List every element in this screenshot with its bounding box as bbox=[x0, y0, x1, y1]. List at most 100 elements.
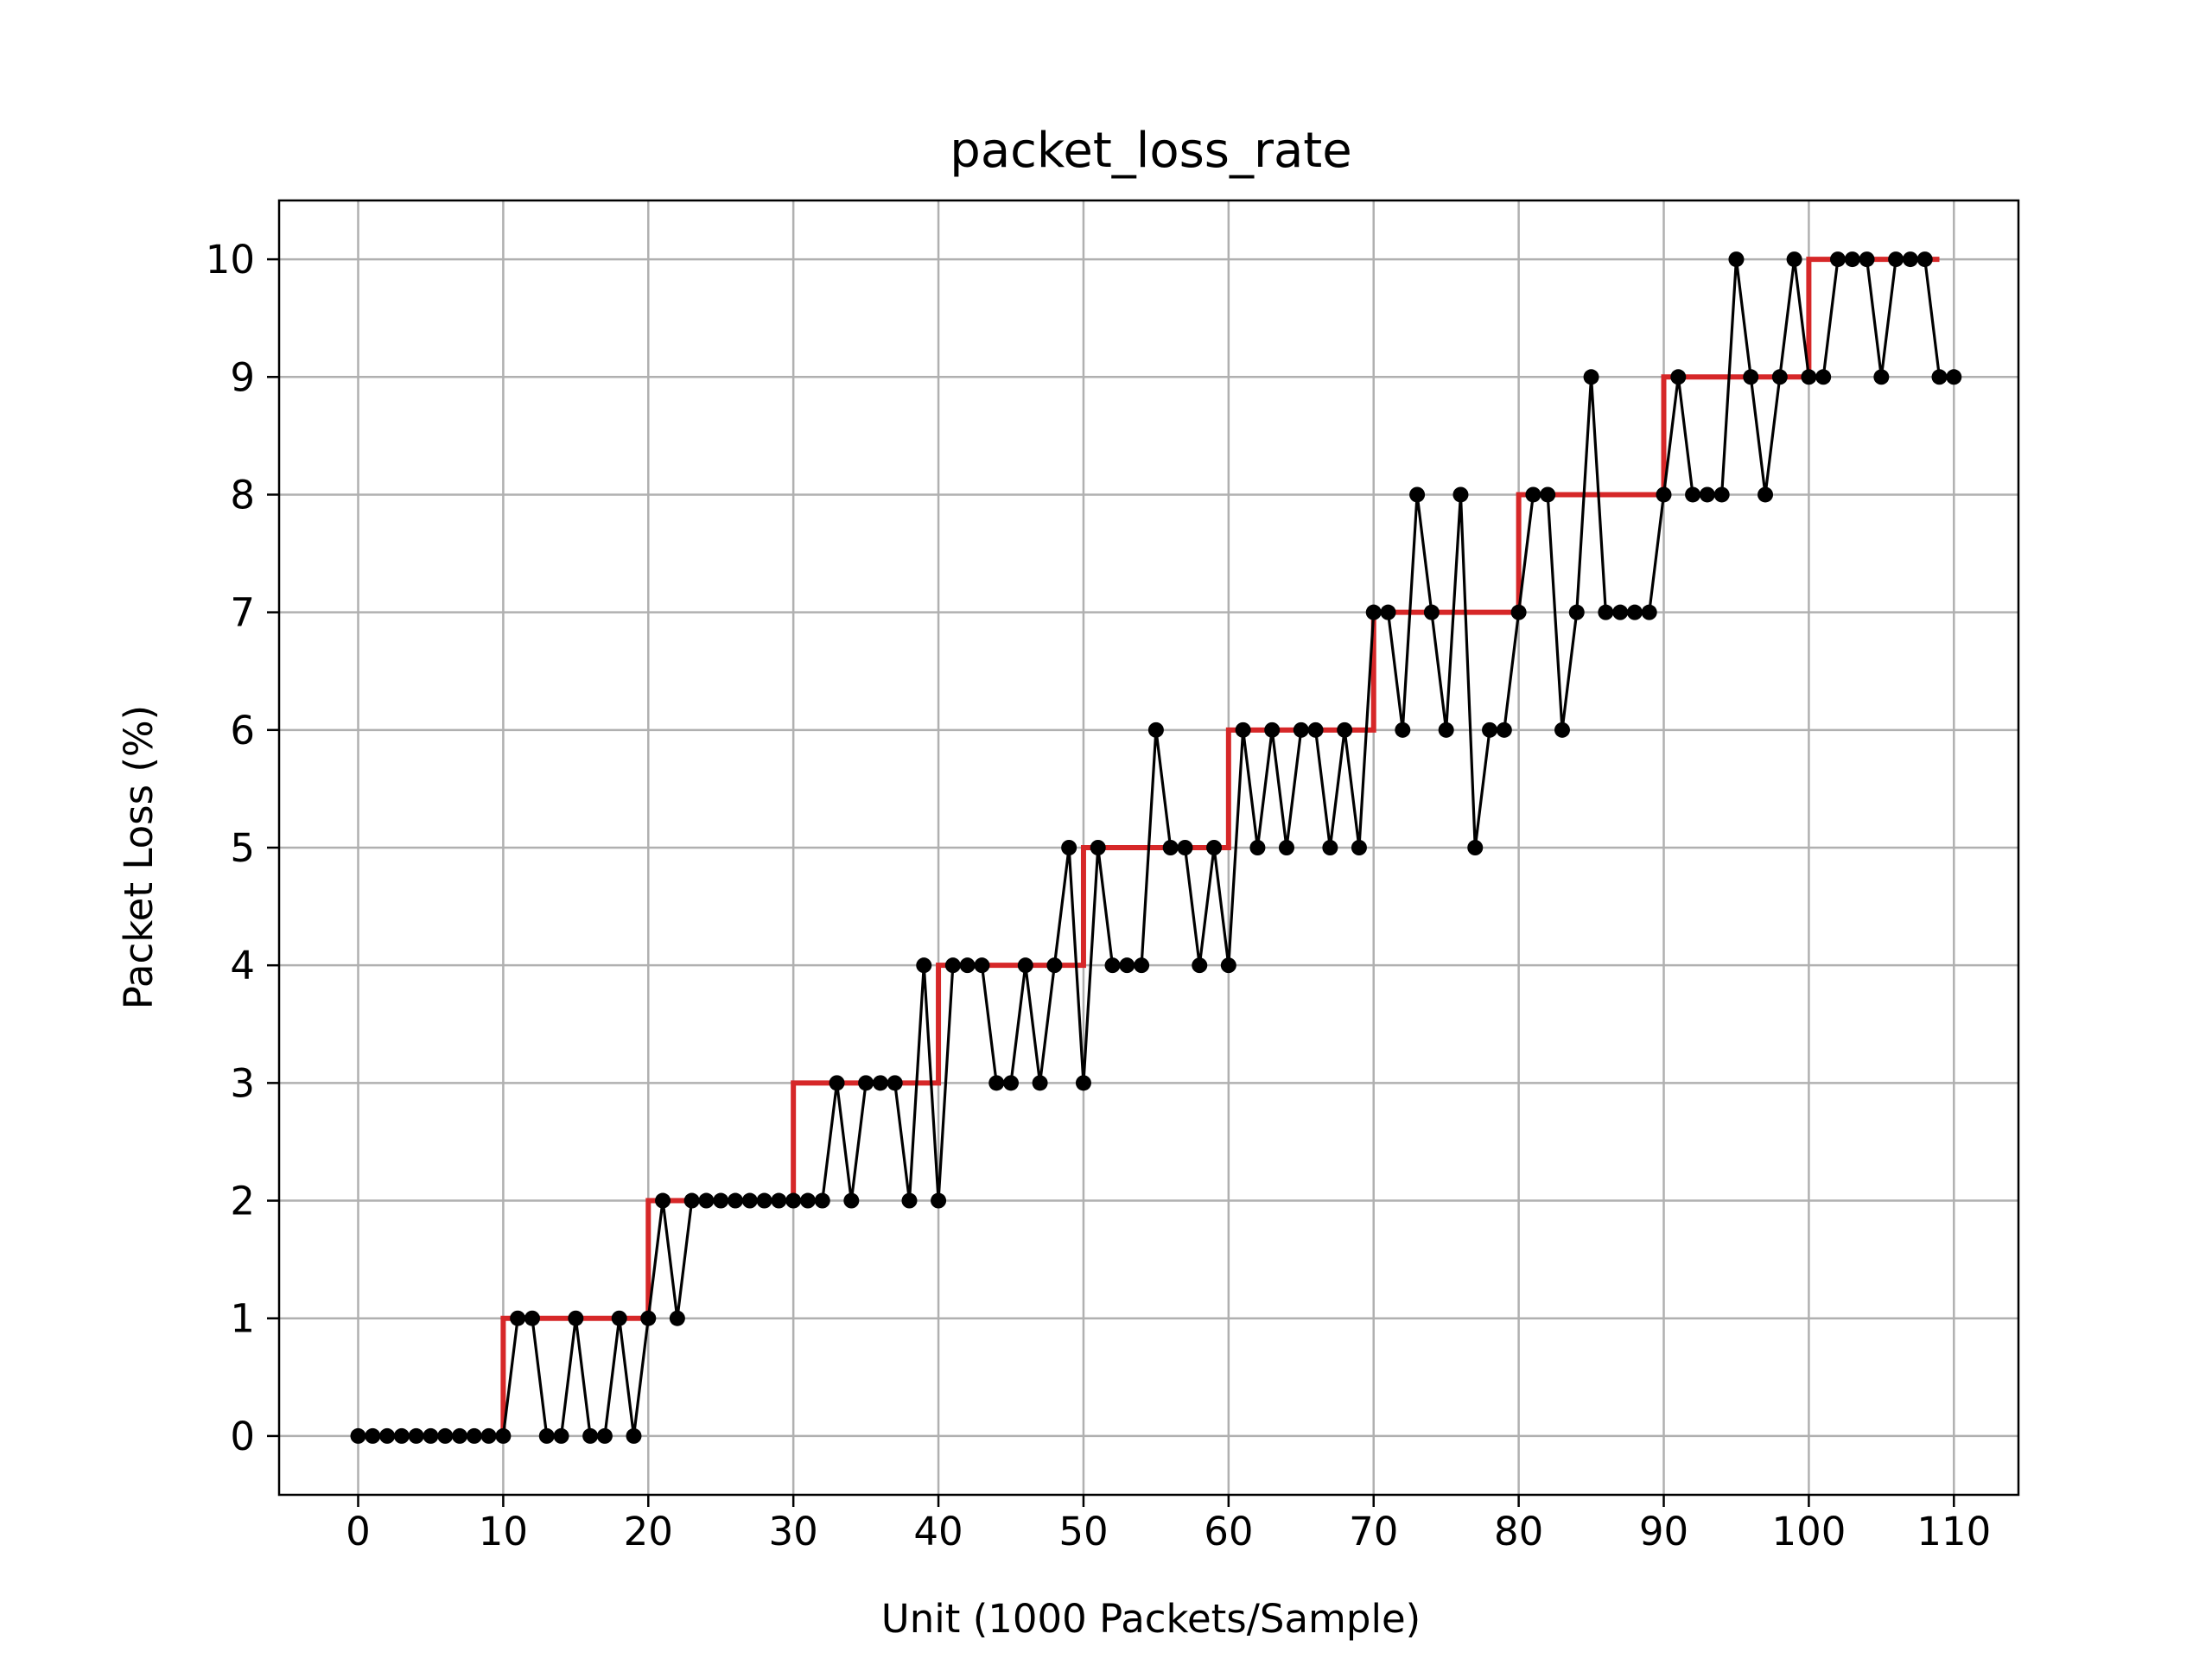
data-point bbox=[1395, 721, 1411, 738]
data-point bbox=[1423, 604, 1440, 620]
x-tick-label: 30 bbox=[769, 1509, 818, 1554]
x-axis-label: Unit (1000 Packets/Sample) bbox=[881, 1596, 1421, 1642]
data-point bbox=[510, 1310, 526, 1326]
data-point bbox=[1946, 369, 1962, 385]
data-point bbox=[1786, 251, 1802, 268]
data-point bbox=[887, 1075, 903, 1091]
data-point bbox=[1482, 721, 1498, 738]
data-point bbox=[1467, 840, 1484, 855]
x-tick-label: 20 bbox=[624, 1509, 673, 1554]
data-point bbox=[611, 1310, 627, 1326]
data-point bbox=[741, 1192, 758, 1209]
data-point bbox=[1249, 840, 1266, 855]
data-point bbox=[1235, 721, 1251, 738]
data-point bbox=[1540, 486, 1556, 503]
data-point bbox=[538, 1427, 555, 1444]
data-point bbox=[1612, 604, 1629, 620]
data-point bbox=[1452, 486, 1469, 503]
y-tick-label: 10 bbox=[206, 237, 255, 283]
data-point bbox=[1134, 957, 1150, 974]
data-point bbox=[1873, 369, 1890, 385]
chart-title: packet_loss_rate bbox=[950, 123, 1351, 179]
data-point bbox=[1496, 721, 1512, 738]
data-point bbox=[1061, 840, 1077, 855]
data-point bbox=[393, 1427, 410, 1444]
y-tick-label: 7 bbox=[230, 590, 255, 636]
data-point bbox=[1510, 604, 1527, 620]
data-point bbox=[683, 1192, 700, 1209]
data-point bbox=[843, 1192, 860, 1209]
data-point bbox=[1162, 840, 1179, 855]
tick-layer: 0 10 20 30 40 50 60 70 80 90 100 110 0 1 2 3 4 5 6 7 8 9 10 bbox=[206, 237, 1992, 1554]
data-point bbox=[1278, 840, 1294, 855]
data-point bbox=[858, 1075, 874, 1091]
y-tick-label: 5 bbox=[230, 825, 255, 871]
data-point bbox=[1206, 840, 1223, 855]
data-point bbox=[756, 1192, 772, 1209]
data-point bbox=[1220, 957, 1236, 974]
data-point bbox=[423, 1427, 439, 1444]
data-point bbox=[1554, 721, 1570, 738]
data-point bbox=[1713, 486, 1730, 503]
data-point bbox=[1844, 251, 1860, 268]
data-point bbox=[944, 957, 961, 974]
data-point bbox=[596, 1427, 613, 1444]
data-point bbox=[799, 1192, 816, 1209]
y-tick-label: 9 bbox=[230, 354, 255, 400]
data-point bbox=[524, 1310, 540, 1326]
data-point bbox=[1075, 1075, 1091, 1091]
data-point bbox=[771, 1192, 787, 1209]
data-point bbox=[437, 1427, 454, 1444]
x-tick-label: 50 bbox=[1058, 1509, 1108, 1554]
y-tick-label: 6 bbox=[230, 708, 255, 753]
data-point bbox=[829, 1075, 845, 1091]
data-point bbox=[1641, 604, 1657, 620]
x-tick-label: 10 bbox=[479, 1509, 528, 1554]
data-point bbox=[480, 1427, 497, 1444]
data-point bbox=[901, 1192, 918, 1209]
data-point bbox=[959, 957, 976, 974]
data-point bbox=[1192, 957, 1208, 974]
data-point bbox=[1931, 369, 1948, 385]
data-point bbox=[582, 1427, 599, 1444]
data-point bbox=[1351, 840, 1367, 855]
y-axis-label: Packet Loss (%) bbox=[116, 705, 162, 1009]
data-point bbox=[1409, 486, 1426, 503]
x-tick-label: 60 bbox=[1204, 1509, 1253, 1554]
x-tick-label: 80 bbox=[1494, 1509, 1543, 1554]
data-point bbox=[1902, 251, 1918, 268]
data-point bbox=[814, 1192, 830, 1209]
data-point bbox=[626, 1427, 642, 1444]
data-point bbox=[1888, 251, 1904, 268]
y-tick-label: 4 bbox=[230, 943, 255, 988]
data-point bbox=[1670, 369, 1687, 385]
data-point bbox=[785, 1192, 802, 1209]
data-point bbox=[1583, 369, 1599, 385]
data-point bbox=[669, 1310, 685, 1326]
data-point bbox=[452, 1427, 468, 1444]
data-point bbox=[1337, 721, 1353, 738]
x-tick-label: 0 bbox=[346, 1509, 371, 1554]
data-point bbox=[1525, 486, 1541, 503]
data-point bbox=[1017, 957, 1033, 974]
y-tick-label: 3 bbox=[230, 1060, 255, 1106]
data-point bbox=[408, 1427, 424, 1444]
data-point bbox=[1801, 369, 1817, 385]
data-point bbox=[1743, 369, 1759, 385]
data-point bbox=[1626, 604, 1643, 620]
data-point bbox=[1293, 721, 1309, 738]
data-point bbox=[872, 1075, 888, 1091]
data-point bbox=[1119, 957, 1135, 974]
data-point bbox=[495, 1427, 512, 1444]
data-point bbox=[1438, 721, 1454, 738]
data-point bbox=[698, 1192, 715, 1209]
data-point bbox=[379, 1427, 396, 1444]
data-point bbox=[988, 1075, 1005, 1091]
data-point bbox=[640, 1310, 657, 1326]
data-point bbox=[655, 1192, 671, 1209]
data-point bbox=[1104, 957, 1121, 974]
x-tick-label: 90 bbox=[1639, 1509, 1688, 1554]
data-point bbox=[1771, 369, 1788, 385]
data-point bbox=[728, 1192, 744, 1209]
